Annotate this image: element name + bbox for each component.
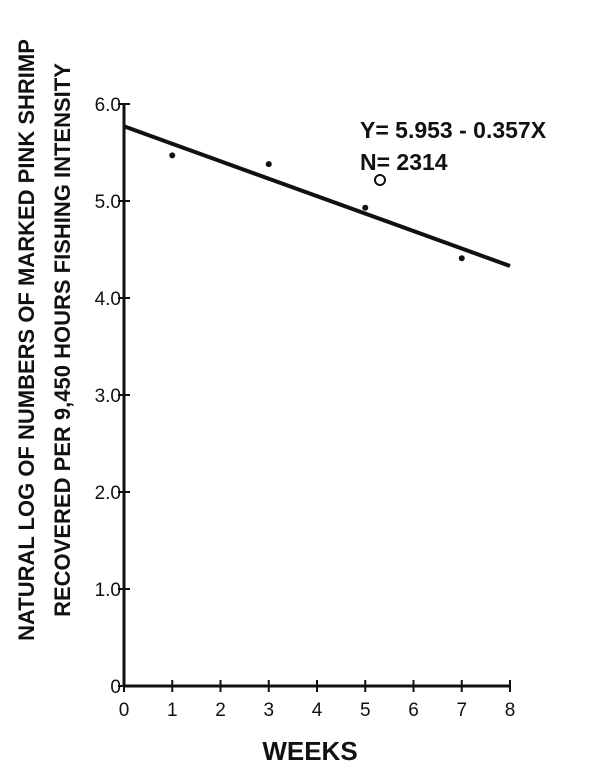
x-ticks: 0 1 2 3 4 5 6 7 8 — [119, 680, 516, 721]
equation-annotation: Y= 5.953 - 0.357X — [360, 117, 547, 143]
y-tick-label: 0 — [110, 677, 121, 698]
axes — [122, 104, 510, 688]
n-annotation: N= 2314 — [360, 149, 448, 175]
y-tick-label: 6.0 — [95, 95, 121, 116]
y-tick-label: 5.0 — [95, 192, 121, 213]
x-tick-label: 2 — [215, 700, 226, 721]
x-tick-label: 4 — [312, 700, 323, 721]
x-tick-label: 5 — [360, 700, 371, 721]
data-point — [169, 152, 176, 159]
y-tick-label: 1.0 — [95, 580, 121, 601]
data-point — [265, 161, 272, 168]
fit — [123, 124, 511, 268]
y-tick-label: 3.0 — [95, 386, 121, 407]
x-tick-label: 6 — [408, 700, 419, 721]
y-axis-title-line2: RECOVERED PER 9,450 HOURS FISHING INTENS… — [50, 63, 75, 617]
x-axis-title: WEEKS — [262, 736, 357, 766]
points — [169, 152, 465, 262]
data-point — [362, 204, 369, 211]
regression-line — [123, 124, 511, 268]
x-tick-label: 0 — [119, 700, 130, 721]
annotation-circle-marker — [374, 174, 386, 186]
x-tick-label: 3 — [263, 700, 274, 721]
y-axis-title-line1: NATURAL LOG OF NUMBERS OF MARKED PINK SH… — [14, 39, 39, 641]
y-tick-label: 2.0 — [95, 483, 121, 504]
x-tick-label: 7 — [456, 700, 467, 721]
data-point — [458, 255, 465, 262]
x-tick-label: 1 — [167, 700, 178, 721]
x-tick-label: 8 — [505, 700, 516, 721]
y-ticks: 0 1.0 2.0 3.0 4.0 5.0 6.0 — [95, 95, 130, 698]
y-tick-label: 4.0 — [95, 289, 121, 310]
